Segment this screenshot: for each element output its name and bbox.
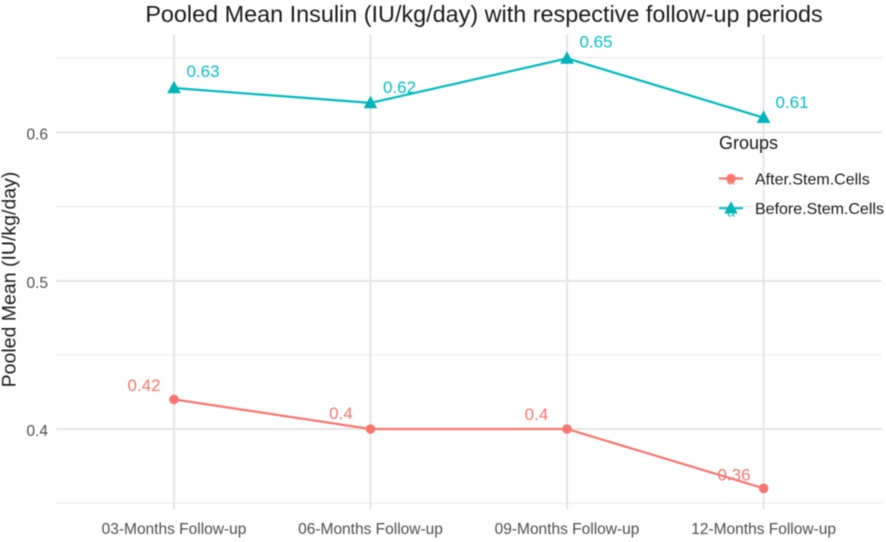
- svg-text:12-Months Follow-up: 12-Months Follow-up: [691, 521, 836, 538]
- svg-text:After.Stem.Cells: After.Stem.Cells: [755, 172, 870, 189]
- svg-text:0.6: 0.6: [26, 127, 48, 144]
- svg-text:Pooled Mean Insulin (IU/kg/day: Pooled Mean Insulin (IU/kg/day) with res…: [145, 1, 822, 27]
- svg-text:0.62: 0.62: [383, 78, 416, 97]
- svg-text:0.4: 0.4: [525, 405, 549, 424]
- svg-text:Groups: Groups: [719, 133, 778, 153]
- svg-text:06-Months Follow-up: 06-Months Follow-up: [298, 521, 443, 538]
- svg-text:03-Months Follow-up: 03-Months Follow-up: [102, 521, 247, 538]
- svg-text:0.36: 0.36: [717, 466, 750, 485]
- svg-text:0.5: 0.5: [26, 275, 48, 292]
- svg-text:0.61: 0.61: [775, 93, 808, 112]
- svg-text:09-Months Follow-up: 09-Months Follow-up: [495, 521, 640, 538]
- svg-text:0.65: 0.65: [579, 33, 612, 52]
- svg-text:0.42: 0.42: [127, 376, 160, 395]
- svg-text:Before.Stem.Cells: Before.Stem.Cells: [755, 201, 884, 218]
- svg-text:0.4: 0.4: [329, 404, 353, 423]
- svg-text:0.63: 0.63: [186, 62, 219, 81]
- svg-text:Pooled Mean (IU/kg/day): Pooled Mean (IU/kg/day): [0, 172, 21, 388]
- svg-text:0.4: 0.4: [26, 423, 48, 440]
